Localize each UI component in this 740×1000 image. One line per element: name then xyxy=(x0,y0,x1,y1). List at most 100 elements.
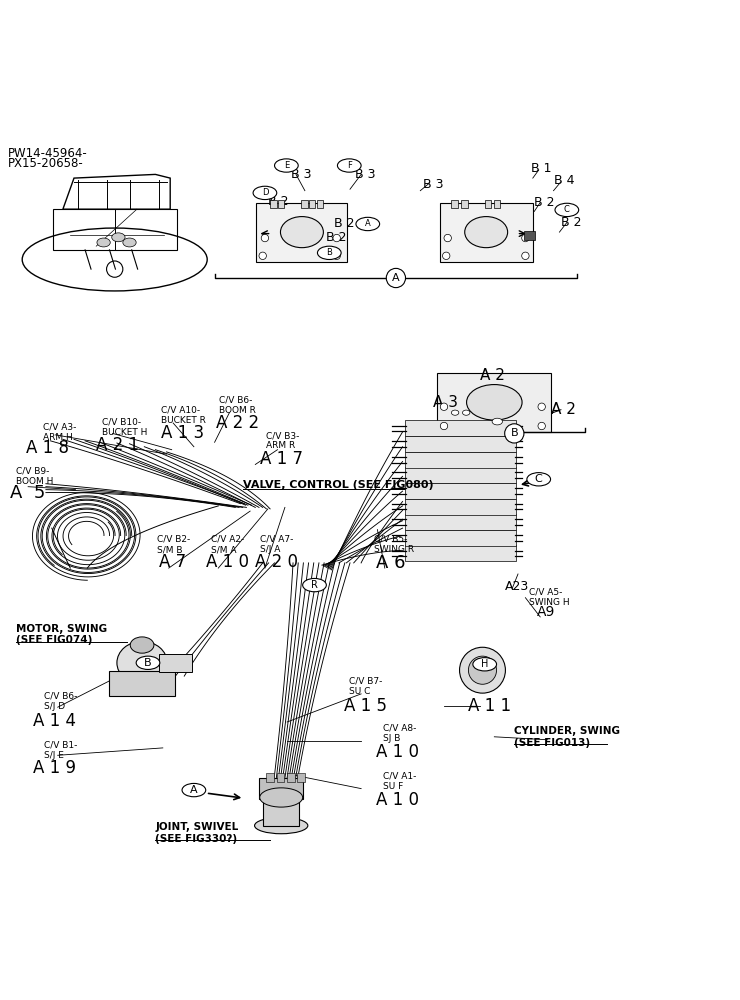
FancyBboxPatch shape xyxy=(405,545,516,561)
Ellipse shape xyxy=(123,238,136,247)
FancyBboxPatch shape xyxy=(451,200,458,208)
Ellipse shape xyxy=(468,656,497,684)
Text: CYLINDER, SWING
(SEE FIG013): CYLINDER, SWING (SEE FIG013) xyxy=(514,726,620,748)
FancyBboxPatch shape xyxy=(461,200,468,208)
FancyBboxPatch shape xyxy=(259,778,303,799)
FancyBboxPatch shape xyxy=(256,203,347,262)
Text: C/V B6-
BOOM R: C/V B6- BOOM R xyxy=(219,396,256,415)
Text: A 1 7: A 1 7 xyxy=(260,450,303,468)
Text: C/V B2-
S/M B: C/V B2- S/M B xyxy=(157,535,190,554)
Text: D: D xyxy=(262,188,268,197)
Text: H: H xyxy=(481,659,488,669)
FancyBboxPatch shape xyxy=(287,773,295,782)
Ellipse shape xyxy=(97,238,110,247)
Text: C/V A3-
ARM H: C/V A3- ARM H xyxy=(43,422,76,442)
Ellipse shape xyxy=(136,656,160,669)
FancyBboxPatch shape xyxy=(109,671,175,696)
Ellipse shape xyxy=(492,418,502,425)
Text: A 1 4: A 1 4 xyxy=(33,712,76,730)
Text: B 4: B 4 xyxy=(554,174,574,187)
Text: B 2: B 2 xyxy=(561,216,582,229)
Text: A 2: A 2 xyxy=(551,402,576,417)
Text: C/V B1-
S/J E: C/V B1- S/J E xyxy=(44,740,78,760)
Ellipse shape xyxy=(255,817,308,834)
Text: C/V A8-
SJ B: C/V A8- SJ B xyxy=(383,723,417,743)
FancyBboxPatch shape xyxy=(440,203,533,262)
Text: A 2 0: A 2 0 xyxy=(255,553,298,571)
Circle shape xyxy=(443,252,450,260)
Circle shape xyxy=(261,234,269,242)
Ellipse shape xyxy=(555,203,579,217)
Text: A 2 2: A 2 2 xyxy=(216,414,259,432)
FancyBboxPatch shape xyxy=(277,773,284,782)
Text: A 1 0: A 1 0 xyxy=(376,743,419,761)
Text: C/V A5-
SWING H: C/V A5- SWING H xyxy=(529,588,570,607)
Text: B 3: B 3 xyxy=(423,178,444,191)
Ellipse shape xyxy=(337,159,361,172)
Text: F: F xyxy=(347,161,352,170)
Text: A  5: A 5 xyxy=(10,484,46,502)
Text: A 1 8: A 1 8 xyxy=(26,439,69,457)
Ellipse shape xyxy=(465,217,508,248)
Text: R: R xyxy=(311,580,318,590)
Ellipse shape xyxy=(451,410,459,415)
FancyBboxPatch shape xyxy=(485,200,491,208)
Circle shape xyxy=(333,252,340,260)
Text: MOTOR, SWING
(SEE FIG074): MOTOR, SWING (SEE FIG074) xyxy=(16,624,107,645)
FancyBboxPatch shape xyxy=(405,420,516,436)
Circle shape xyxy=(386,268,406,288)
Text: A: A xyxy=(365,219,371,228)
Text: B: B xyxy=(511,428,518,438)
Text: B 2: B 2 xyxy=(326,231,346,244)
Ellipse shape xyxy=(317,246,341,259)
Text: C: C xyxy=(535,474,542,484)
Text: VALVE, CONTROL (SEE FIG080): VALVE, CONTROL (SEE FIG080) xyxy=(243,480,434,490)
Text: C/V A10-
BUCKET R: C/V A10- BUCKET R xyxy=(161,406,206,425)
Text: C/V A1-
SU F: C/V A1- SU F xyxy=(383,772,417,791)
Ellipse shape xyxy=(280,217,323,248)
Text: A: A xyxy=(190,785,198,795)
Circle shape xyxy=(538,422,545,430)
FancyBboxPatch shape xyxy=(405,452,516,468)
Circle shape xyxy=(522,252,529,260)
Ellipse shape xyxy=(462,410,470,415)
Ellipse shape xyxy=(275,159,298,172)
Text: A 1 3: A 1 3 xyxy=(161,424,204,442)
Ellipse shape xyxy=(460,647,505,693)
Ellipse shape xyxy=(182,783,206,797)
Text: B 2: B 2 xyxy=(534,196,555,209)
FancyBboxPatch shape xyxy=(494,200,500,208)
Text: E: E xyxy=(283,161,289,170)
Ellipse shape xyxy=(112,233,125,242)
Text: C/V A7-
S/J A: C/V A7- S/J A xyxy=(260,535,294,554)
Text: A 2 1: A 2 1 xyxy=(96,436,139,454)
Text: C/V B10-
BUCKET H: C/V B10- BUCKET H xyxy=(102,418,147,437)
Circle shape xyxy=(522,234,529,242)
Circle shape xyxy=(440,403,448,410)
FancyBboxPatch shape xyxy=(405,483,516,499)
Text: C/V B7-
SU C: C/V B7- SU C xyxy=(349,677,383,696)
FancyBboxPatch shape xyxy=(405,436,516,452)
Ellipse shape xyxy=(527,473,551,486)
FancyBboxPatch shape xyxy=(270,200,277,208)
Ellipse shape xyxy=(260,788,303,807)
Text: B: B xyxy=(144,658,152,668)
Ellipse shape xyxy=(473,658,497,671)
FancyBboxPatch shape xyxy=(263,797,299,826)
Text: B 2: B 2 xyxy=(334,217,355,230)
Text: A 3: A 3 xyxy=(433,395,458,410)
Text: C/V B5-
SWING R: C/V B5- SWING R xyxy=(374,535,414,554)
Text: A23: A23 xyxy=(505,580,529,593)
Text: PW14-45964-: PW14-45964- xyxy=(7,147,87,160)
Ellipse shape xyxy=(356,217,380,231)
FancyBboxPatch shape xyxy=(266,773,274,782)
FancyBboxPatch shape xyxy=(405,514,516,530)
Text: JOINT, SWIVEL
(SEE FIG330?): JOINT, SWIVEL (SEE FIG330?) xyxy=(155,822,238,844)
Text: A 1 5: A 1 5 xyxy=(344,697,387,715)
Ellipse shape xyxy=(253,186,277,200)
Text: A 1 1: A 1 1 xyxy=(468,697,511,715)
Text: PX15-20658-: PX15-20658- xyxy=(7,157,83,170)
FancyBboxPatch shape xyxy=(524,231,535,240)
Circle shape xyxy=(505,424,524,443)
Circle shape xyxy=(538,403,545,410)
